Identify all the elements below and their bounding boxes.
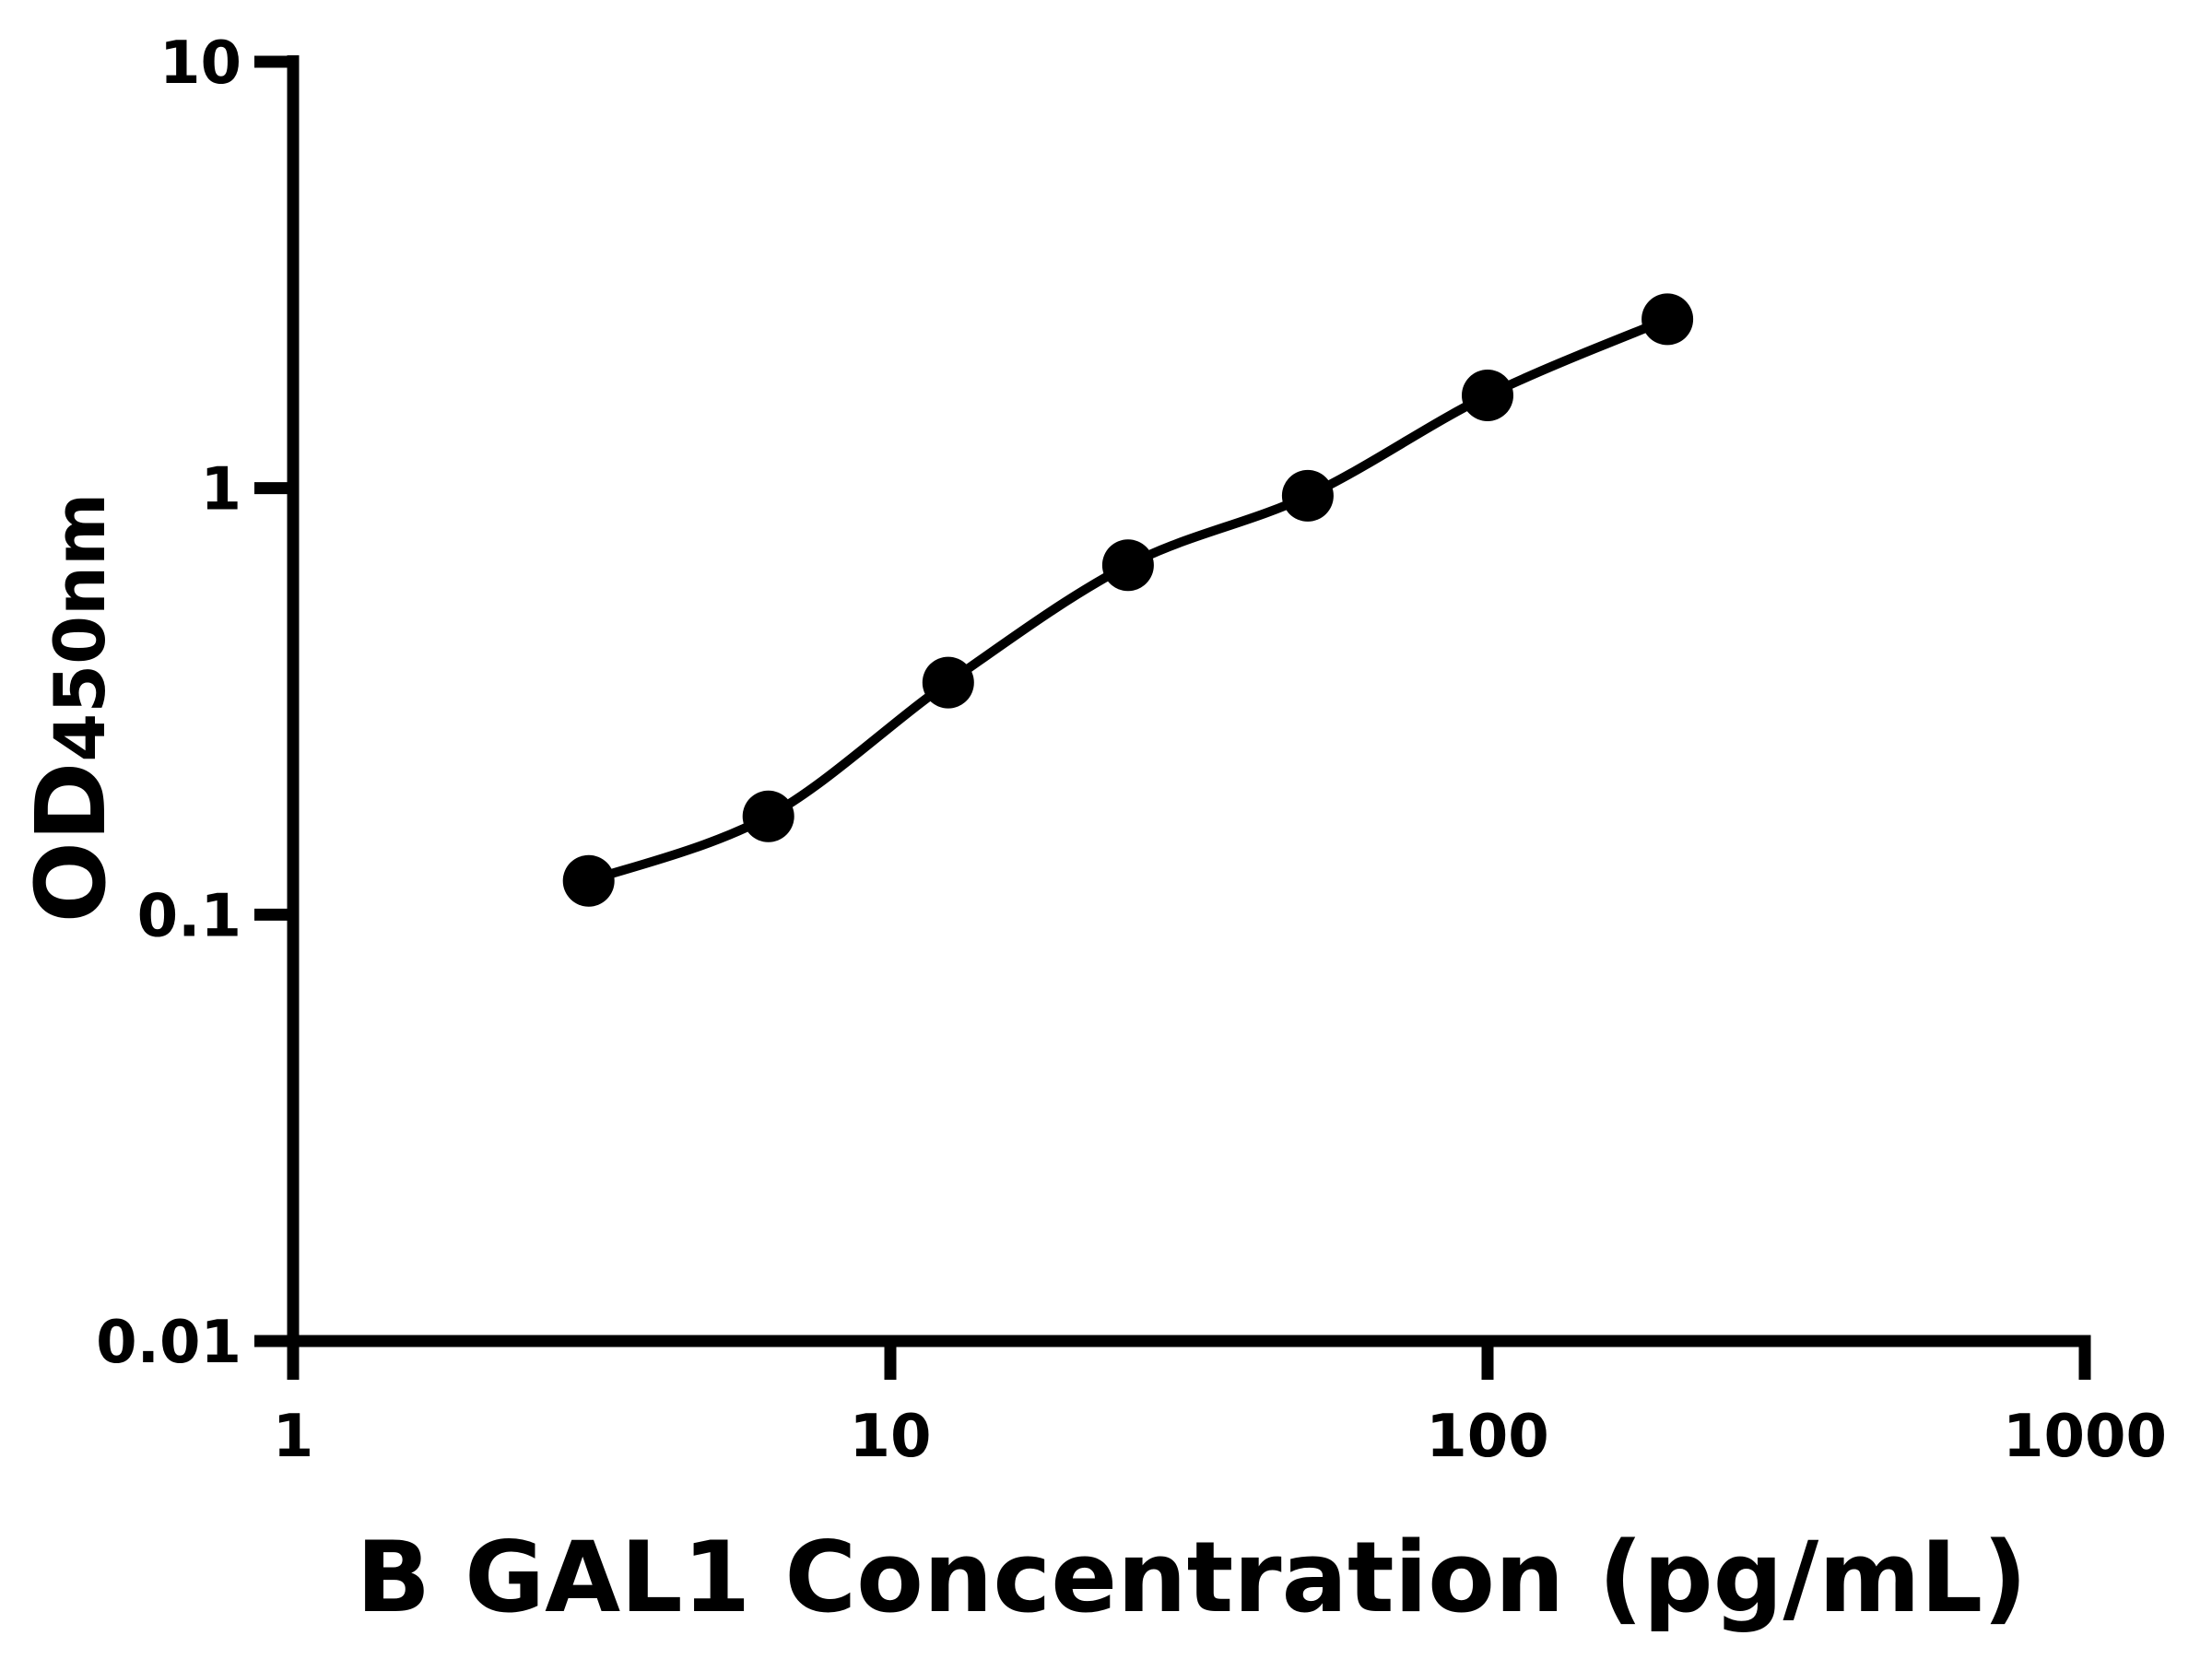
x-tick-label: 100 xyxy=(1426,1403,1549,1471)
data-point xyxy=(1101,539,1154,592)
x-axis-ticks: 1 10 100 1000 xyxy=(273,1335,2167,1471)
y-tick-label: 10 xyxy=(159,29,241,98)
data-point xyxy=(1281,469,1334,522)
x-axis-title: B GAL1 Concentration (pg/mL) xyxy=(356,1521,2027,1634)
x-tick-label: 10 xyxy=(849,1403,931,1471)
data-point xyxy=(1462,370,1513,421)
data-point xyxy=(562,854,615,907)
data-point xyxy=(1641,293,1694,346)
axes xyxy=(287,55,2091,1347)
y-axis-title-sub: 450nm xyxy=(39,493,121,762)
x-tick-label: 1000 xyxy=(2003,1403,2167,1471)
y-axis-ticks: 10 1 0.1 0.01 xyxy=(96,29,299,1377)
x-tick-label: 1 xyxy=(273,1403,314,1471)
y-axis-title-main: OD xyxy=(15,762,127,924)
y-tick-label: 0.01 xyxy=(96,1309,241,1377)
data-point xyxy=(922,656,974,709)
y-tick-label: 0.1 xyxy=(137,882,241,950)
y-axis-title: OD450nm xyxy=(15,493,127,924)
y-tick-label: 1 xyxy=(200,456,241,524)
data-point xyxy=(742,790,794,842)
data-points xyxy=(562,293,1694,907)
